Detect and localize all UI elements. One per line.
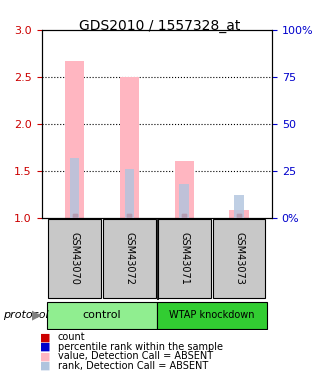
Text: GDS2010 / 1557328_at: GDS2010 / 1557328_at bbox=[79, 19, 241, 33]
Text: control: control bbox=[83, 310, 121, 320]
Text: value, Detection Call = ABSENT: value, Detection Call = ABSENT bbox=[58, 351, 213, 361]
Bar bbox=[180, 184, 189, 218]
Text: GSM43072: GSM43072 bbox=[124, 232, 134, 285]
Point bbox=[236, 213, 242, 219]
Text: GSM43071: GSM43071 bbox=[179, 232, 189, 285]
Bar bbox=[229, 210, 249, 218]
Point bbox=[127, 213, 132, 219]
Text: percentile rank within the sample: percentile rank within the sample bbox=[58, 342, 223, 352]
Bar bbox=[124, 169, 134, 217]
Point bbox=[72, 213, 77, 219]
Point bbox=[236, 213, 242, 219]
Text: ■: ■ bbox=[40, 361, 50, 370]
Text: ■: ■ bbox=[40, 351, 50, 361]
Bar bbox=[175, 161, 194, 218]
Text: GSM43073: GSM43073 bbox=[234, 232, 244, 285]
FancyBboxPatch shape bbox=[213, 219, 265, 298]
Text: WTAP knockdown: WTAP knockdown bbox=[169, 310, 254, 320]
FancyBboxPatch shape bbox=[158, 219, 211, 298]
FancyBboxPatch shape bbox=[48, 219, 101, 298]
FancyBboxPatch shape bbox=[103, 219, 156, 298]
Text: ■: ■ bbox=[40, 333, 50, 342]
Bar bbox=[234, 195, 244, 217]
Text: ■: ■ bbox=[40, 342, 50, 352]
Point bbox=[127, 213, 132, 219]
Text: rank, Detection Call = ABSENT: rank, Detection Call = ABSENT bbox=[58, 361, 208, 370]
FancyBboxPatch shape bbox=[47, 302, 157, 328]
Text: GSM43070: GSM43070 bbox=[69, 232, 79, 285]
Bar bbox=[70, 158, 79, 218]
Bar bbox=[120, 77, 139, 218]
Point bbox=[72, 213, 77, 219]
Point bbox=[182, 213, 187, 219]
Bar bbox=[65, 61, 84, 217]
Text: ▶: ▶ bbox=[32, 309, 42, 321]
Text: count: count bbox=[58, 333, 85, 342]
Text: protocol: protocol bbox=[3, 310, 49, 320]
Point bbox=[182, 213, 187, 219]
FancyBboxPatch shape bbox=[157, 302, 267, 328]
